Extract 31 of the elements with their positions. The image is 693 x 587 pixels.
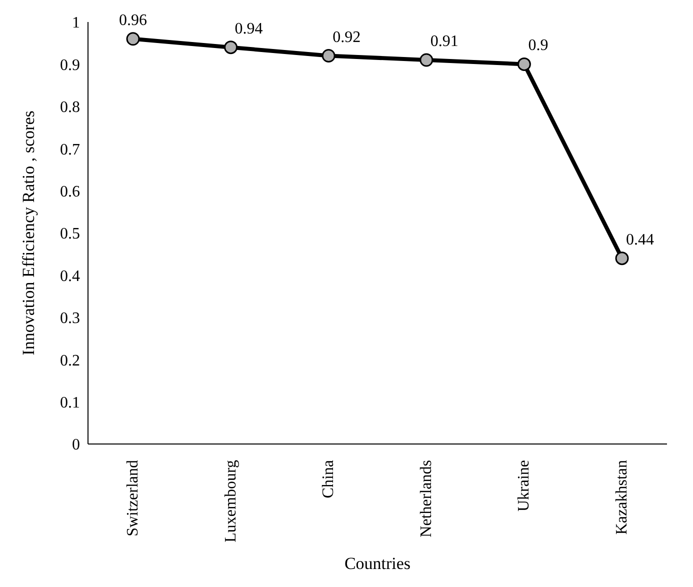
point [322, 49, 336, 63]
x-tick-label: China [320, 460, 338, 498]
x-axis-title: Countries [344, 554, 411, 573]
data-label: 0.44 [626, 231, 654, 248]
point [615, 252, 629, 266]
data-label: 0.9 [528, 37, 548, 54]
point [126, 32, 140, 46]
y-tick-label: 0.6 [60, 183, 80, 200]
point [224, 40, 238, 54]
y-tick-label: 0.5 [60, 226, 80, 243]
y-tick-label: 0.4 [60, 268, 80, 285]
data-label: 0.94 [234, 20, 263, 38]
x-tick-label: Switzerland [124, 460, 142, 536]
y-tick-label: 0.8 [60, 99, 80, 116]
x-tick-label: Ukraine [516, 460, 533, 512]
y-axis-title: Innovation Efficiency Ratio , scores [19, 110, 38, 356]
y-tick-label: 0.1 [60, 394, 80, 412]
x-tick-label: Luxembourg [222, 460, 240, 542]
x-tick-label: Kazakhstan [614, 460, 630, 535]
y-tick-label: 1 [72, 14, 80, 32]
data-label: 0.96 [119, 12, 147, 29]
point [517, 57, 531, 71]
y-tick-label: 0.9 [60, 56, 80, 74]
y-tick-label: 0.3 [60, 310, 80, 328]
x-tick-label: Netherlands [418, 460, 435, 538]
point [420, 53, 434, 67]
y-tick-label: 0 [72, 436, 80, 454]
data-label: 0.91 [430, 32, 458, 50]
y-tick-label: 0.2 [60, 352, 80, 370]
y-tick-label: 0.7 [60, 141, 80, 158]
data-label: 0.92 [332, 28, 361, 46]
